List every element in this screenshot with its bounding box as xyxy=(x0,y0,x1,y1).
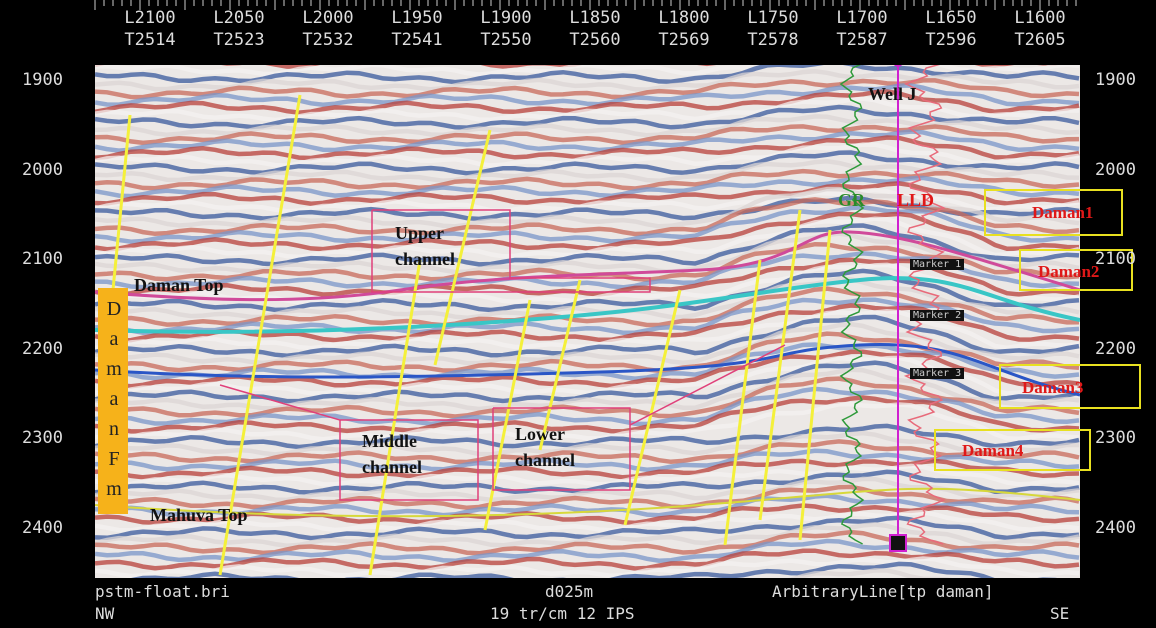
depth-label-right: 2000 xyxy=(1095,160,1156,180)
top-trace-label: T2587 xyxy=(822,30,902,50)
depth-label-right: 2100 xyxy=(1095,249,1156,269)
top-line-label: L1900 xyxy=(466,8,546,28)
formation-letter: m xyxy=(100,478,128,501)
formation-letter: a xyxy=(100,328,128,351)
top-line-label: L1650 xyxy=(911,8,991,28)
top-line-label: L2000 xyxy=(288,8,368,28)
marker-label: Marker 2 xyxy=(910,310,964,321)
lower-channel-label: Lower channel xyxy=(515,421,625,473)
zone-label: Daman4 xyxy=(962,441,1023,461)
top-line-label: L1950 xyxy=(377,8,457,28)
zone-label: Daman3 xyxy=(1022,378,1083,398)
formation-letter: F xyxy=(100,448,128,471)
top-trace-label: T2550 xyxy=(466,30,546,50)
footer-left-dir: NW xyxy=(95,604,114,623)
top-line-label: L1600 xyxy=(1000,8,1080,28)
top-line-label: L1850 xyxy=(555,8,635,28)
depth-label-left: 2100 xyxy=(22,249,92,269)
formation-letter: n xyxy=(100,418,128,441)
depth-label-right: 2300 xyxy=(1095,428,1156,448)
daman-top-label: Daman Top xyxy=(134,275,224,296)
depth-label-left: 2300 xyxy=(22,428,92,448)
footer-file: pstm-float.bri xyxy=(95,582,230,601)
top-line-label: L1750 xyxy=(733,8,813,28)
marker-label: Marker 1 xyxy=(910,259,964,270)
footer-depth: d025m xyxy=(545,582,593,601)
zone-label: Daman2 xyxy=(1038,262,1099,282)
depth-label-left: 2000 xyxy=(22,160,92,180)
lld-label: LLD xyxy=(897,190,934,211)
formation-letter: D xyxy=(100,298,128,321)
top-line-label: L1800 xyxy=(644,8,724,28)
depth-label-right: 1900 xyxy=(1095,70,1156,90)
upper-channel-label: Upper channel xyxy=(395,220,505,272)
middle-channel-label: Middle channel xyxy=(362,428,472,480)
top-line-label: L1700 xyxy=(822,8,902,28)
top-trace-label: T2596 xyxy=(911,30,991,50)
top-trace-label: T2514 xyxy=(110,30,190,50)
footer-right-dir: SE xyxy=(1050,604,1069,623)
top-trace-label: T2541 xyxy=(377,30,457,50)
formation-letter: a xyxy=(100,388,128,411)
top-trace-label: T2532 xyxy=(288,30,368,50)
seismic-section xyxy=(0,0,1156,628)
well-label: Well J xyxy=(868,84,917,105)
top-trace-label: T2523 xyxy=(199,30,279,50)
depth-label-left: 1900 xyxy=(22,70,92,90)
top-trace-label: T2560 xyxy=(555,30,635,50)
top-line-label: L2050 xyxy=(199,8,279,28)
zone-label: Daman1 xyxy=(1032,203,1093,223)
top-trace-label: T2578 xyxy=(733,30,813,50)
top-line-label: L2100 xyxy=(110,8,190,28)
mahuva-top-label: Mahuva Top xyxy=(150,505,248,526)
depth-label-left: 2200 xyxy=(22,339,92,359)
footer-scale: 19 tr/cm 12 IPS xyxy=(490,604,635,623)
marker-label: Marker 3 xyxy=(910,368,964,379)
footer-line: ArbitraryLine[tp daman] xyxy=(772,582,994,601)
top-trace-label: T2569 xyxy=(644,30,724,50)
top-trace-label: T2605 xyxy=(1000,30,1080,50)
screenshot: Well J GR LLD Daman Top Mahuva Top Upper… xyxy=(0,0,1156,628)
depth-label-left: 2400 xyxy=(22,518,92,538)
gr-label: GR xyxy=(838,190,865,211)
depth-label-right: 2400 xyxy=(1095,518,1156,538)
formation-letter: m xyxy=(100,358,128,381)
depth-label-right: 2200 xyxy=(1095,339,1156,359)
